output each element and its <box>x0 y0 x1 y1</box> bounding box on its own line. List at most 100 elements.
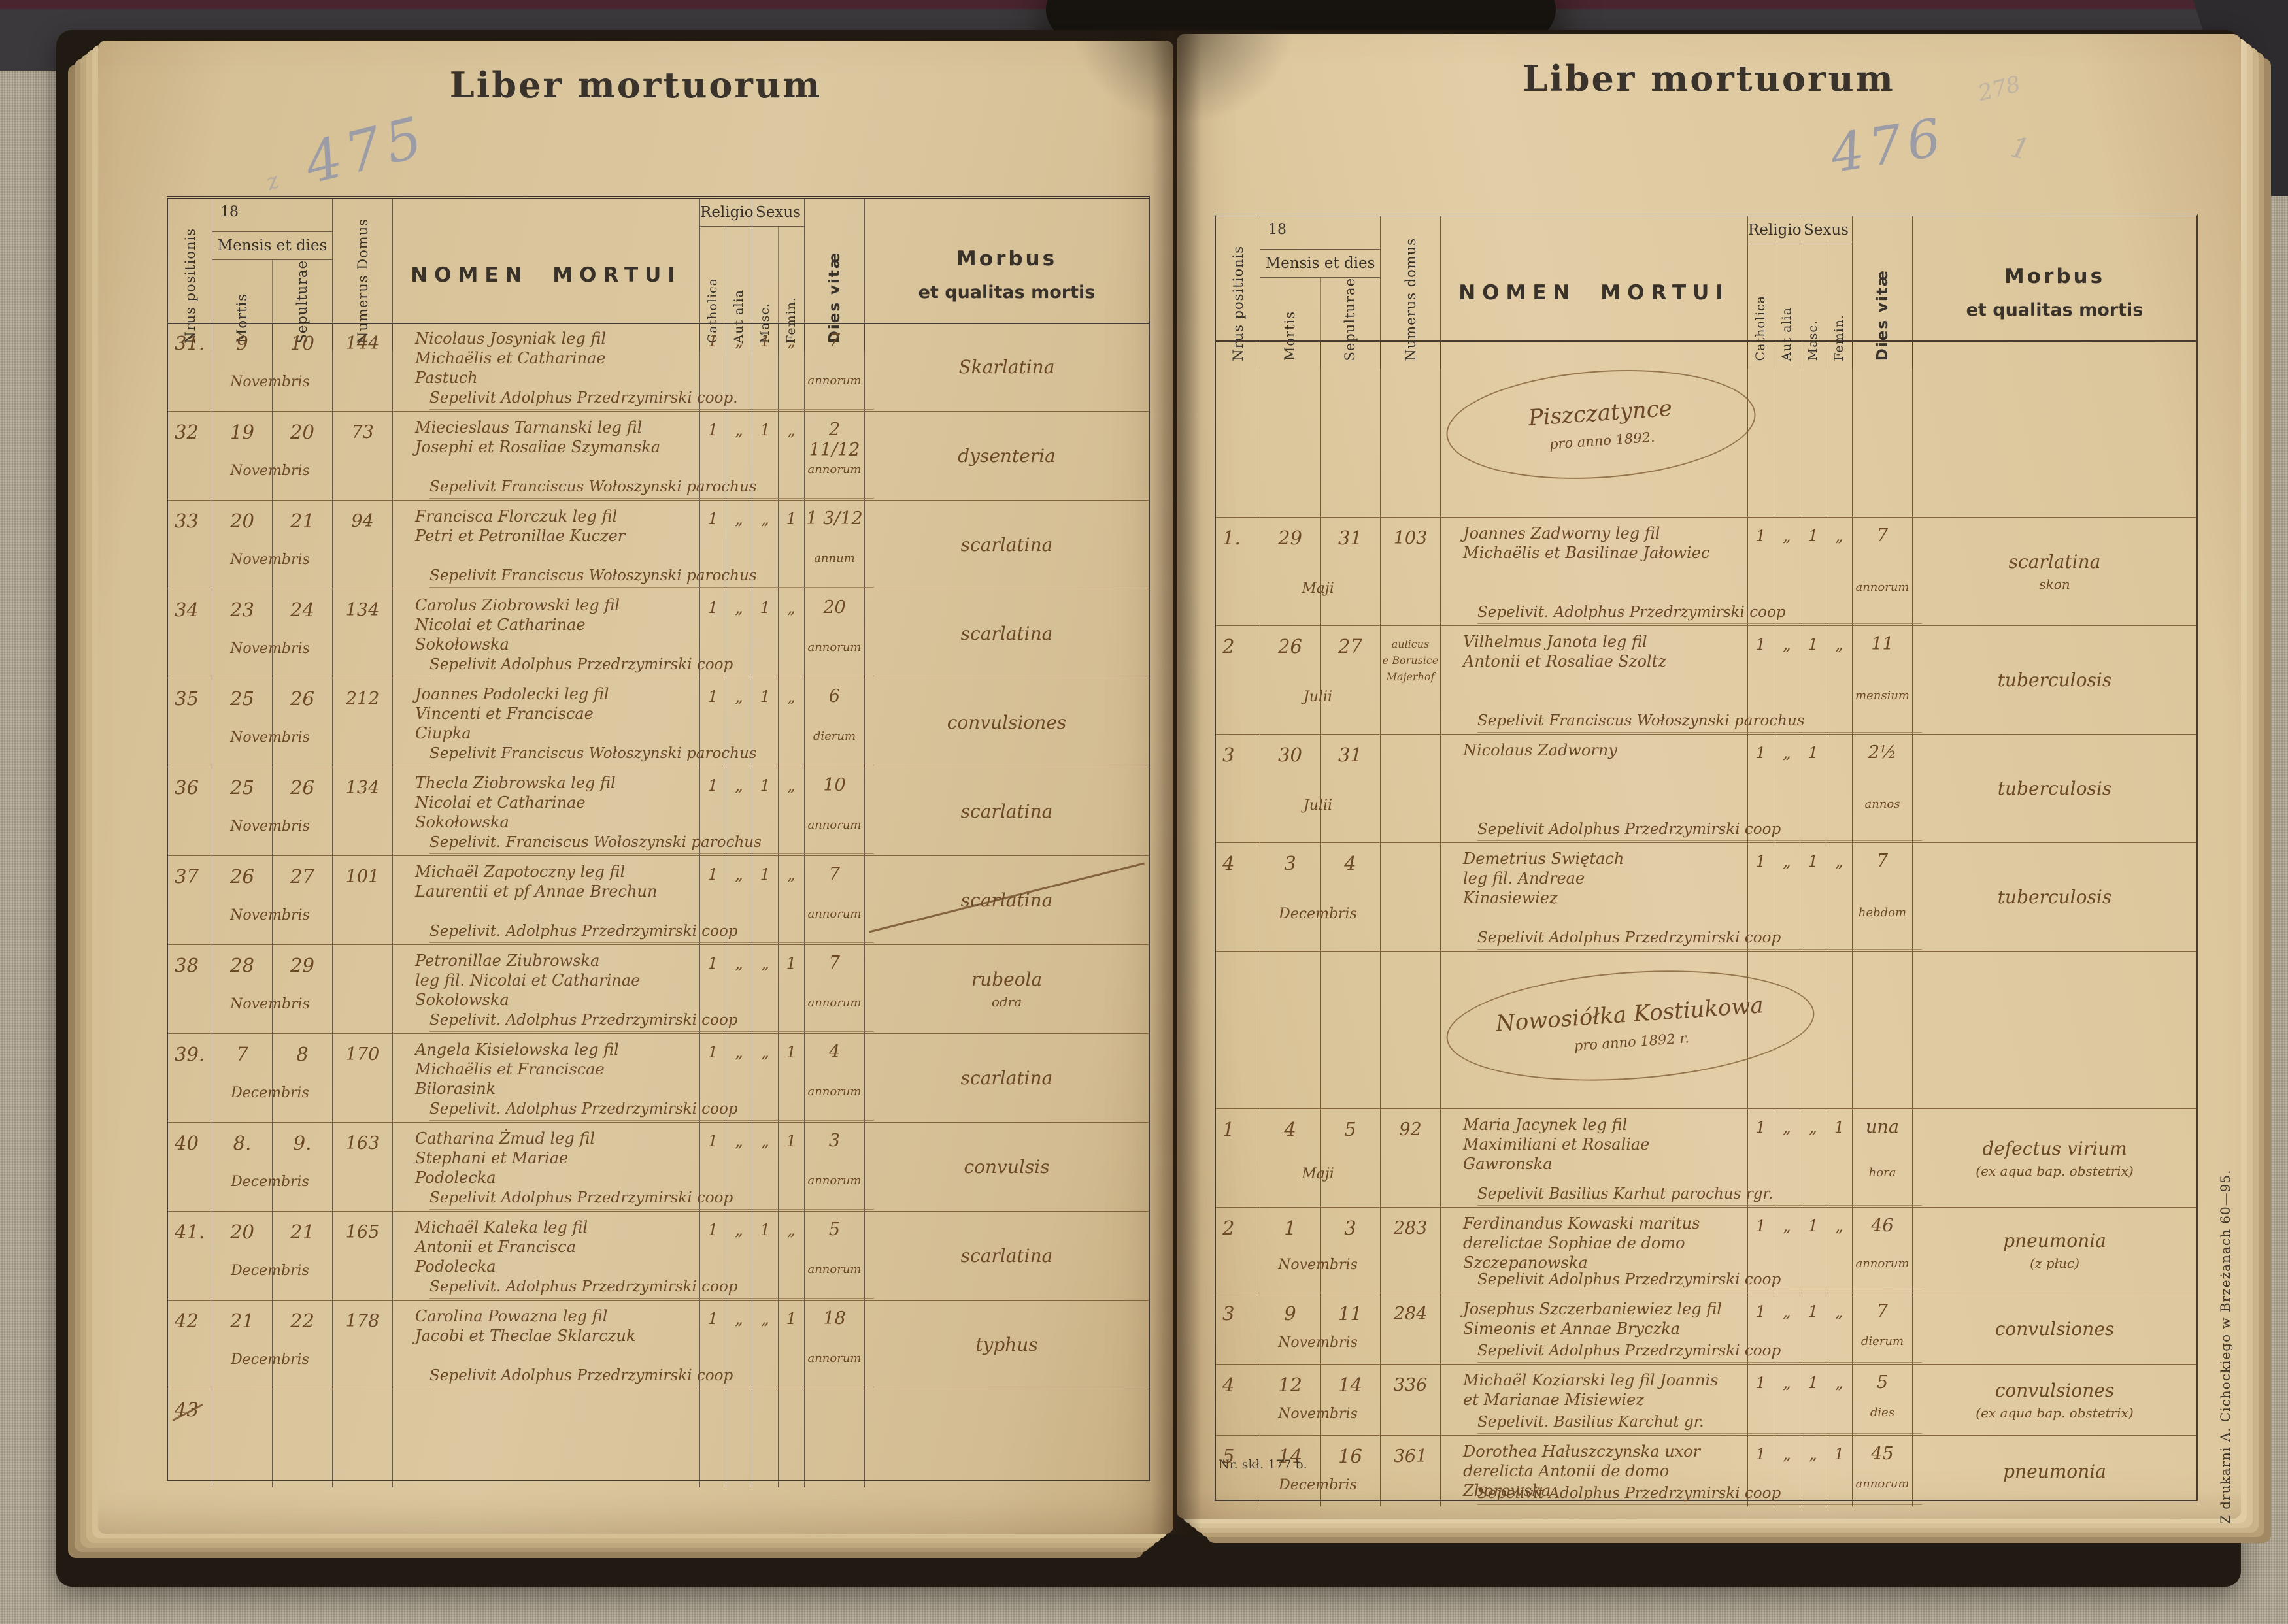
month-label: Decembris <box>231 1085 309 1102</box>
col-sexus: Sexus <box>1800 216 1852 244</box>
masc-mark: 1 <box>752 323 779 411</box>
col-group-religio: Religio Catholica Aut alia <box>700 199 754 352</box>
house-number-cell: 163 <box>333 1123 393 1211</box>
burial-day-cell <box>273 1389 333 1487</box>
dies-vitae-cell: 7 annorum <box>1853 518 1913 625</box>
row-number <box>1216 952 1260 1108</box>
month-label: Novembris <box>1278 1405 1358 1422</box>
dies-vitae-cell: 11 mensium <box>1853 626 1913 734</box>
name-cell: Dorothea Hałuszczynska uxor derelicta Ant… <box>1441 1436 1922 1506</box>
masc-mark <box>752 1389 779 1487</box>
row-number: 1. <box>1216 518 1260 625</box>
aut-alia-mark <box>1774 340 1800 517</box>
aut-alia-mark: „ <box>726 767 752 855</box>
village-name: Nowosiółka Kostiukowa <box>1494 992 1764 1037</box>
masc-mark: 1 <box>752 1212 779 1300</box>
burial-day-cell: 8 <box>273 1034 333 1122</box>
register-row: 40 8. Decembris 9. 163 Catharina Żmud leg fil… <box>168 1123 1149 1212</box>
death-day-cell: 14 Decembris <box>1260 1436 1357 1506</box>
death-day-cell: 23 Novembris <box>212 589 310 678</box>
femin-mark: 1 <box>779 945 805 1033</box>
row-number: 2 <box>1216 1208 1260 1293</box>
masc-mark <box>1800 340 1826 517</box>
burial-day-cell: 20 <box>273 412 333 500</box>
row-number: 32 <box>168 412 212 500</box>
catholica-mark: 1 <box>700 1034 726 1122</box>
catholica-mark: 1 <box>1748 843 1774 951</box>
month-label: Decembris <box>231 1351 309 1368</box>
burial-day-cell: 4 <box>1321 843 1381 951</box>
aut-alia-mark: „ <box>726 1301 752 1389</box>
register-row: 4 12 Novembris 14 336 Michaël Koziarski leg f… <box>1216 1365 2196 1436</box>
sepelivit-line: Sepelivit Adolphus Przedrzymirski coop <box>429 655 874 676</box>
femin-mark <box>1826 952 1853 1108</box>
sepelivit-line: Sepelivit. Adolphus Przedrzymirski coop <box>429 1278 874 1299</box>
dies-vitae-cell: 10 annorum <box>805 767 865 855</box>
name-cell: Ferdinandus Kowaski maritus derelictae So… <box>1441 1208 1922 1293</box>
row-number: 4 <box>1216 843 1260 951</box>
death-day-cell: 26 Novembris <box>212 856 310 944</box>
sepelivit-line: Sepelivit. Adolphus Przedrzymirski coop <box>429 922 874 943</box>
register-row: 34 23 Novembris 24 134 Carolus Ziobrowski leg… <box>168 589 1149 678</box>
month-label: Decembris <box>231 1263 309 1280</box>
death-day-cell: 25 Novembris <box>212 767 310 855</box>
dies-vitae-cell: 7 dierum <box>1853 1293 1913 1364</box>
femin-mark: 1 <box>779 501 805 589</box>
name-cell <box>1441 952 1748 1108</box>
sepelivit-line: Sepelivit Franciscus Wołoszynski parochu… <box>1477 712 1922 733</box>
col-sexus: Sexus <box>752 199 804 227</box>
death-day-cell: 8. Decembris <box>212 1123 309 1211</box>
name-cell: Michaël Koziarski leg fil Joannis et Mari… <box>1441 1365 1922 1435</box>
aut-alia-mark: „ <box>726 589 752 678</box>
house-number-cell: 73 <box>333 412 393 500</box>
aut-alia-mark <box>726 1389 752 1487</box>
aut-alia-mark: „ <box>1774 1293 1800 1364</box>
dies-vitae-cell: 5 annorum <box>805 1212 865 1300</box>
month-label: Decembris <box>231 1174 309 1191</box>
name-cell <box>1441 340 1748 517</box>
col-nrus-positionis: Nrus positionis <box>168 199 212 352</box>
page-title: Liber mortuorum <box>449 64 822 106</box>
col-catholica: Catholica <box>700 227 726 352</box>
masc-mark: 1 <box>752 767 779 855</box>
month-label: Decembris <box>1279 1476 1357 1493</box>
register-row: Piszczatynce pro anno 1892. <box>1216 340 2196 518</box>
dies-vitae-cell: 2 11/12 annorum <box>805 412 865 500</box>
aut-alia-mark: „ <box>726 856 752 944</box>
col-nomen-mortui: NOMEN MORTUI <box>393 199 700 352</box>
name-cell: Carolina Powazna leg fil Jacobi et Thecla… <box>393 1301 874 1389</box>
death-day-cell: 9 Novembris <box>1260 1293 1358 1364</box>
dies-vitae-cell: 45 annorum <box>1853 1436 1913 1506</box>
sepelivit-line: Sepelivit Adolphus Przedrzymirski coop <box>1477 820 1922 841</box>
aut-alia-mark: „ <box>1774 518 1800 625</box>
village-anno: pro anno 1892. <box>1549 429 1656 452</box>
register-row: 2 1 Novembris 3 283 Ferdinandus Kowaski marit… <box>1216 1208 2196 1293</box>
dies-vitae-cell: 2½ annos <box>1853 735 1913 842</box>
row-number: 37 <box>168 856 212 944</box>
name-cell: Josephus Szczerbaniewiez leg fil Simeonis… <box>1441 1293 1922 1364</box>
house-number-cell: 103 <box>1381 518 1441 625</box>
col-morbus: Morbus et qualitas mortis <box>1966 265 2144 321</box>
register-row: 37 26 Novembris 27 101 Michaël Zapotoczny leg… <box>168 856 1149 945</box>
register-row: 38 28 Novembris 29 Petronillae Ziubrowska leg… <box>168 945 1149 1034</box>
catholica-mark: 1 <box>700 412 726 500</box>
dies-vitae-cell: 18 annorum <box>805 1301 865 1389</box>
masc-mark: 1 <box>1800 1293 1826 1364</box>
sepelivit-line: Sepelivit Adolphus Przedrzymirski coop <box>429 1367 874 1387</box>
house-number-cell <box>333 1389 393 1487</box>
masc-mark: 1 <box>1800 1208 1826 1293</box>
page-title: Liber mortuorum <box>1523 58 1895 99</box>
femin-mark <box>1826 340 1853 517</box>
burial-day-cell: 10 <box>273 323 333 411</box>
page-left: Liber mortuorum z 475 Nrus positionis 18… <box>98 41 1173 1534</box>
month-label: Novembris <box>1278 1334 1358 1351</box>
death-day-cell: 7 Decembris <box>212 1034 309 1122</box>
femin-mark: „ <box>1826 1365 1853 1435</box>
morbus-cell: scarlatina <box>960 534 1053 555</box>
death-day-cell: 21 Decembris <box>212 1301 309 1389</box>
col-masc: Masc. <box>1800 244 1826 369</box>
name-cell: Nicolaus Zadworny Sepelivit Adolphus Prze… <box>1441 735 1922 842</box>
femin-mark: 1 <box>779 1034 805 1122</box>
register-row: 33 20 Novembris 21 94 Francisca Florczuk leg … <box>168 501 1149 589</box>
month-label: Novembris <box>230 374 310 391</box>
